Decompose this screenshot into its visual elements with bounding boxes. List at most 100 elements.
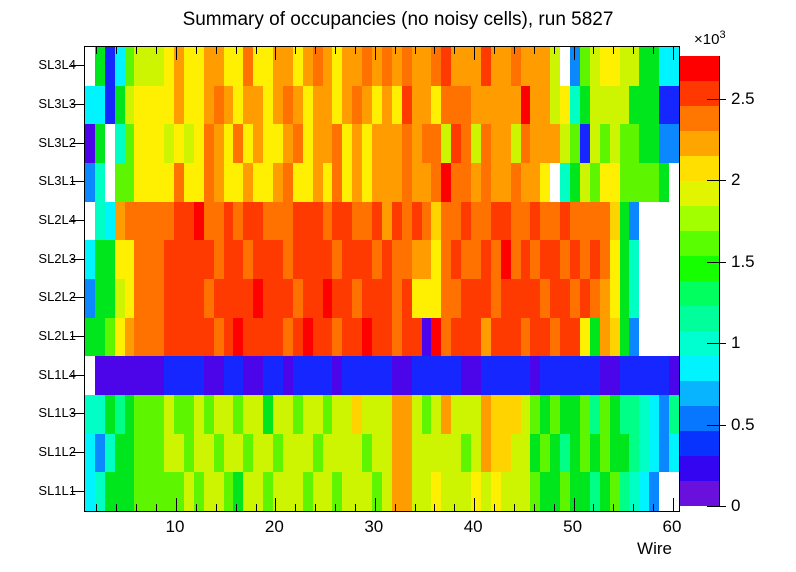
x-axis-top-tick-60 — [673, 47, 674, 60]
heatmap-cell-SL1L3-w26 — [332, 395, 343, 434]
heatmap-cell-SL2L4-w2 — [94, 201, 105, 241]
heatmap-cell-SL1L1-w3 — [104, 472, 115, 511]
heatmap-cell-SL2L1-w49 — [560, 317, 571, 357]
y-axis-tick-SL1L1 — [71, 490, 84, 492]
heatmap-cell-SL3L2-w39 — [461, 124, 472, 163]
heatmap-cell-SL3L3-w31 — [381, 85, 392, 125]
heatmap-cell-SL3L2-w22 — [292, 124, 303, 163]
heatmap-cell-SL2L4-w54 — [609, 201, 620, 241]
heatmap-cell-SL1L3-w53 — [599, 395, 610, 434]
heatmap-cell-SL2L2-w51 — [579, 279, 590, 318]
heatmap-cell-SL2L2-w2 — [94, 279, 105, 318]
heatmap-cell-SL1L2-w13 — [203, 433, 214, 473]
colorbar-band-4 — [680, 406, 719, 431]
heatmap-cell-SL1L3-w35 — [421, 395, 432, 434]
x-axis-tick-54 — [613, 504, 615, 511]
heatmap-cell-SL2L1-w28 — [352, 317, 363, 357]
heatmap-cell-SL1L4-w52 — [589, 356, 600, 395]
heatmap-cell-SL3L1-w44 — [510, 163, 521, 202]
heatmap-cell-SL1L2-w1 — [85, 433, 95, 473]
heatmap-cell-SL2L3-w31 — [381, 240, 392, 279]
heatmap-cell-SL3L1-w21 — [282, 163, 293, 202]
heatmap-cell-SL3L1-w6 — [134, 163, 145, 202]
heatmap-cell-SL1L2-w30 — [372, 433, 382, 473]
heatmap-cell-SL1L2-w24 — [312, 433, 323, 473]
heatmap-cell-SL2L2-w43 — [500, 279, 511, 318]
heatmap-cell-SL2L1-w36 — [431, 317, 442, 357]
heatmap-cell-SL3L2-w49 — [560, 124, 571, 163]
heatmap-cell-SL2L4-w23 — [302, 201, 313, 241]
heatmap-cell-SL2L2-w50 — [570, 279, 580, 318]
heatmap-cell-SL1L2-w14 — [213, 433, 224, 473]
heatmap-cell-SL1L4-w29 — [362, 356, 373, 395]
heatmap-cell-SL2L3-w21 — [282, 240, 293, 279]
heatmap-cell-SL3L1-w29 — [362, 163, 373, 202]
heatmap-cell-SL1L3-w3 — [104, 395, 115, 434]
heatmap-cell-SL2L3-w42 — [490, 240, 501, 279]
heatmap-cell-SL2L3-w30 — [372, 240, 382, 279]
heatmap-cell-SL3L3-w30 — [372, 85, 382, 125]
x-axis-tick-52 — [593, 504, 595, 511]
heatmap-cell-SL2L1-w56 — [629, 317, 640, 357]
heatmap-cell-SL1L2-w36 — [431, 433, 442, 473]
heatmap-cell-SL1L1-w10 — [174, 472, 184, 511]
x-axis-top-tick-40 — [474, 47, 476, 60]
heatmap-cell-SL3L1-w5 — [124, 163, 135, 202]
heatmap-cell-SL2L4-w7 — [144, 201, 155, 241]
heatmap-cell-SL2L1-w40 — [471, 317, 481, 357]
heatmap-cell-SL1L2-w8 — [154, 433, 165, 473]
colorbar-band-6 — [680, 356, 719, 381]
heatmap-cell-SL3L1-w58 — [649, 163, 660, 202]
heatmap-cell-SL1L2-w26 — [332, 433, 343, 473]
heatmap-cell-SL1L3-w56 — [629, 395, 640, 434]
heatmap-cell-SL1L2-w29 — [362, 433, 373, 473]
x-axis-tick-4 — [116, 504, 118, 511]
heatmap-cell-SL3L1-w15 — [223, 163, 234, 202]
heatmap-cell-SL2L3-w8 — [154, 240, 165, 279]
heatmap-cell-SL2L1-w55 — [619, 317, 630, 357]
heatmap-cell-SL2L2-w45 — [520, 279, 531, 318]
heatmap-cell-SL1L3-w44 — [510, 395, 521, 434]
heatmap-cell-SL3L4-w46 — [530, 47, 541, 86]
heatmap-cell-SL2L2-w21 — [282, 279, 293, 318]
heatmap-cell-SL1L4-w55 — [619, 356, 630, 395]
heatmap-cell-SL2L3-w32 — [391, 240, 402, 279]
heatmap-cell-SL3L4-w59 — [659, 47, 670, 86]
heatmap-cell-SL3L3-w57 — [639, 85, 650, 125]
colorbar-tick-label-2.5: 2.5 — [731, 88, 755, 108]
heatmap-cell-SL3L4-w21 — [282, 47, 293, 86]
heatmap-cell-SL2L4-w41 — [480, 201, 491, 241]
heatmap-cell-SL1L3-w21 — [282, 395, 293, 434]
heatmap-cell-SL1L1-w57 — [639, 472, 650, 511]
heatmap-cell-SL1L2-w31 — [381, 433, 392, 473]
heatmap-cell-SL2L4-w58 — [649, 201, 660, 241]
y-axis-tick-SL1L4 — [71, 374, 84, 376]
heatmap-cell-SL3L1-w33 — [401, 163, 412, 202]
heatmap-cell-SL2L1-w2 — [94, 317, 105, 357]
heatmap-cell-SL3L2-w32 — [391, 124, 402, 163]
heatmap-cell-SL2L3-w34 — [411, 240, 422, 279]
heatmap-cell-SL3L1-w49 — [560, 163, 571, 202]
heatmap-cell-SL3L2-w47 — [540, 124, 551, 163]
y-axis-tick-SL2L4 — [71, 220, 84, 221]
heatmap-cell-SL2L2-w24 — [312, 279, 323, 318]
heatmap-cell-SL1L1-w32 — [391, 472, 402, 511]
heatmap-cell-SL1L2-w17 — [243, 433, 254, 473]
heatmap-cell-SL2L3-w28 — [352, 240, 363, 279]
heatmap-cell-SL2L2-w44 — [510, 279, 521, 318]
heatmap-cell-SL2L2-w49 — [560, 279, 571, 318]
heatmap-cell-SL2L3-w24 — [312, 240, 323, 279]
heatmap-cell-SL3L1-w16 — [233, 163, 244, 202]
heatmap-cell-SL1L2-w27 — [342, 433, 353, 473]
x-axis-top-tick-14 — [215, 47, 217, 54]
heatmap-cell-SL2L2-w54 — [609, 279, 620, 318]
heatmap-cell-SL2L2-w31 — [381, 279, 392, 318]
heatmap-cell-SL1L2-w2 — [94, 433, 105, 473]
heatmap-cell-SL3L2-w21 — [282, 124, 293, 163]
heatmap-cell-SL3L4-w34 — [411, 47, 422, 86]
heatmap-cell-SL3L3-w54 — [609, 85, 620, 125]
heatmap-cell-SL3L3-w13 — [203, 85, 214, 125]
heatmap-cell-SL2L2-w17 — [243, 279, 254, 318]
x-axis-top-tick-56 — [633, 47, 635, 54]
heatmap-cell-SL3L1-w13 — [203, 163, 214, 202]
